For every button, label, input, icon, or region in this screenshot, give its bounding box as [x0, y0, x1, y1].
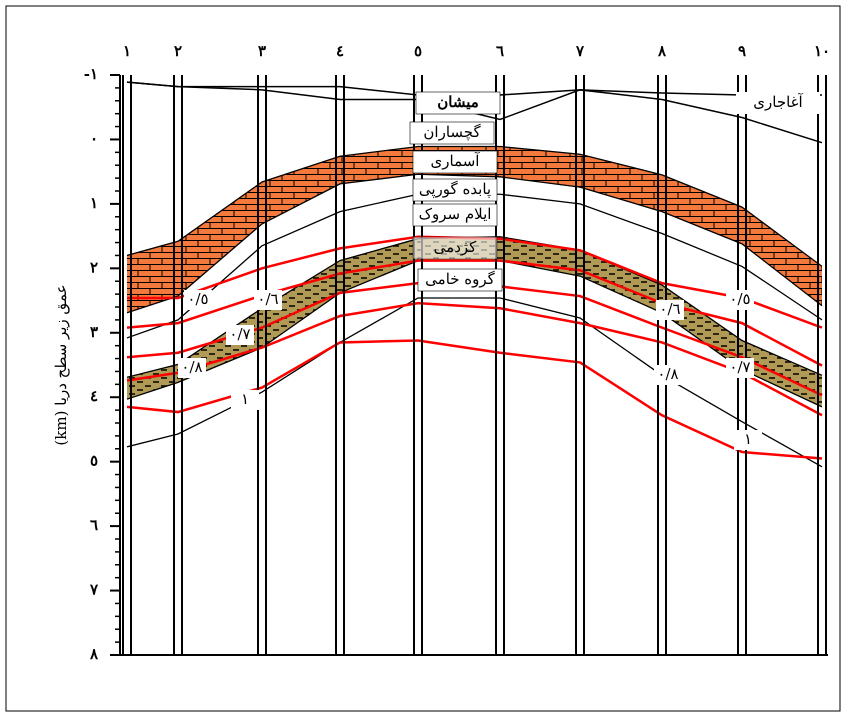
contour-label: ١	[744, 430, 752, 448]
contour-label: ٠/٨	[181, 358, 202, 376]
contour-label: ٠/٨	[657, 365, 678, 383]
y-tick-label: ٥	[90, 452, 98, 470]
y-axis-label: عمق زیر سطح دریا (km)	[52, 284, 70, 445]
well-label: ٩	[738, 42, 746, 60]
formation-label: آسماری	[431, 152, 481, 170]
formation-label: ایلام سروک	[419, 205, 492, 223]
y-tick-label: ٧	[89, 581, 99, 599]
well-label: ١	[123, 42, 131, 60]
well-label: ٧	[575, 42, 585, 60]
well-label: ٣	[258, 42, 266, 60]
y-tick-label: -١	[84, 65, 98, 83]
contour-label: ١	[241, 390, 249, 408]
formation-label: کژدمی	[434, 238, 477, 256]
well-label: ٦	[496, 42, 504, 60]
contour-label: ٠/٥	[187, 290, 208, 308]
well-label: ٢	[174, 42, 182, 60]
y-tick-label: ١	[90, 194, 98, 212]
y-tick-label: ٠	[90, 129, 98, 147]
well-label: ٤	[336, 42, 344, 60]
contour-label: ٠/٦	[659, 300, 680, 318]
formation-label: میشان	[437, 93, 479, 111]
layer-fill	[127, 237, 822, 407]
formation-label: گروه خامی	[425, 270, 496, 288]
y-tick-label: ٣	[90, 323, 98, 341]
y-tick-label: ٨	[89, 645, 99, 663]
y-tick-label: ٢	[90, 258, 98, 276]
y-tick-label: ٦	[90, 516, 98, 534]
formation-label: پابده گورپی	[419, 180, 491, 198]
well-label: ١٠	[814, 42, 830, 60]
well-label: ٨	[657, 42, 667, 60]
well-label: ٥	[414, 42, 422, 60]
contour-label: ٠/٦	[257, 290, 278, 308]
contour-label: ٠/٥	[729, 290, 750, 308]
contour-label: ٠/٧	[229, 325, 250, 343]
section-diagram: عمق زیر سطح دریا (km) ١ ٢ ٣ ٤ ٥ ٦ ٧ ٨ ٩ ١٠ -١ ٠ ١ ٢ ٣ ٤…	[0, 0, 846, 717]
contour-label: ٠/٧	[729, 358, 750, 376]
formation-label: آغاجاری	[753, 93, 803, 111]
y-tick-label: ٤	[90, 387, 98, 405]
formation-label: گچساران	[423, 123, 481, 141]
